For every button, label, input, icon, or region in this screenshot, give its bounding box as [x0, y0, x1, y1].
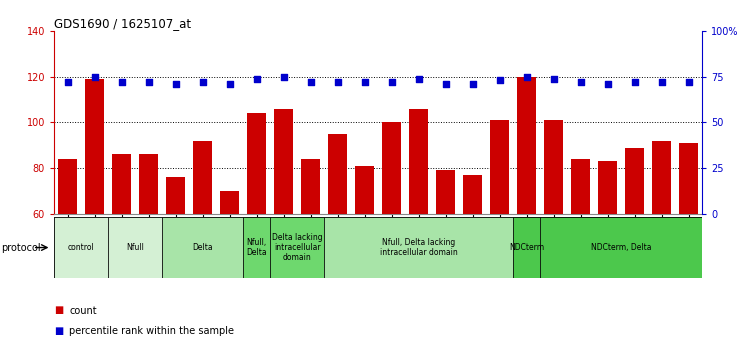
Point	[466, 81, 478, 87]
Bar	[162, 217, 243, 278]
Bar	[626, 148, 644, 214]
Point	[520, 74, 532, 80]
Point	[116, 79, 128, 85]
Bar	[54, 217, 108, 278]
Bar	[513, 217, 540, 278]
Text: NDCterm, Delta: NDCterm, Delta	[591, 243, 651, 252]
Point	[143, 79, 155, 85]
Bar	[463, 175, 482, 214]
Point	[89, 74, 101, 80]
Text: Delta lacking
intracellular
domain: Delta lacking intracellular domain	[272, 233, 322, 263]
Point	[251, 76, 263, 81]
Text: count: count	[69, 306, 97, 315]
Bar	[409, 109, 428, 214]
Point	[575, 79, 587, 85]
Bar	[328, 134, 347, 214]
Bar	[193, 141, 212, 214]
Bar	[355, 166, 374, 214]
Text: NDCterm: NDCterm	[509, 243, 544, 252]
Point	[602, 81, 614, 87]
Point	[385, 79, 397, 85]
Point	[359, 79, 371, 85]
Point	[656, 79, 668, 85]
Text: Nfull: Nfull	[126, 243, 144, 252]
Point	[305, 79, 317, 85]
Bar	[652, 141, 671, 214]
Bar	[85, 79, 104, 214]
Point	[412, 76, 424, 81]
Bar	[270, 217, 324, 278]
Text: ■: ■	[54, 306, 63, 315]
Bar	[108, 217, 162, 278]
Point	[332, 79, 344, 85]
Point	[493, 78, 505, 83]
Bar	[274, 109, 293, 214]
Text: protocol: protocol	[1, 243, 41, 253]
Text: Nfull,
Delta: Nfull, Delta	[246, 238, 267, 257]
Point	[224, 81, 236, 87]
Point	[170, 81, 182, 87]
Bar	[436, 170, 455, 214]
Bar	[382, 122, 401, 214]
Text: ■: ■	[54, 326, 63, 336]
Bar	[112, 155, 131, 214]
Point	[197, 79, 209, 85]
Bar	[243, 217, 270, 278]
Bar	[490, 120, 509, 214]
Text: Delta: Delta	[192, 243, 213, 252]
Text: Nfull, Delta lacking
intracellular domain: Nfull, Delta lacking intracellular domai…	[380, 238, 457, 257]
Bar	[166, 177, 185, 214]
Bar	[679, 143, 698, 214]
Text: percentile rank within the sample: percentile rank within the sample	[69, 326, 234, 336]
Point	[439, 81, 451, 87]
Bar	[324, 217, 513, 278]
Point	[278, 74, 290, 80]
Bar	[58, 159, 77, 214]
Bar	[544, 120, 563, 214]
Text: GDS1690 / 1625107_at: GDS1690 / 1625107_at	[54, 17, 192, 30]
Text: control: control	[68, 243, 95, 252]
Bar	[540, 217, 702, 278]
Bar	[139, 155, 158, 214]
Bar	[301, 159, 320, 214]
Bar	[599, 161, 617, 214]
Bar	[572, 159, 590, 214]
Point	[547, 76, 559, 81]
Bar	[220, 191, 239, 214]
Point	[629, 79, 641, 85]
Point	[62, 79, 74, 85]
Point	[683, 79, 695, 85]
Bar	[517, 77, 536, 214]
Bar	[247, 113, 266, 214]
